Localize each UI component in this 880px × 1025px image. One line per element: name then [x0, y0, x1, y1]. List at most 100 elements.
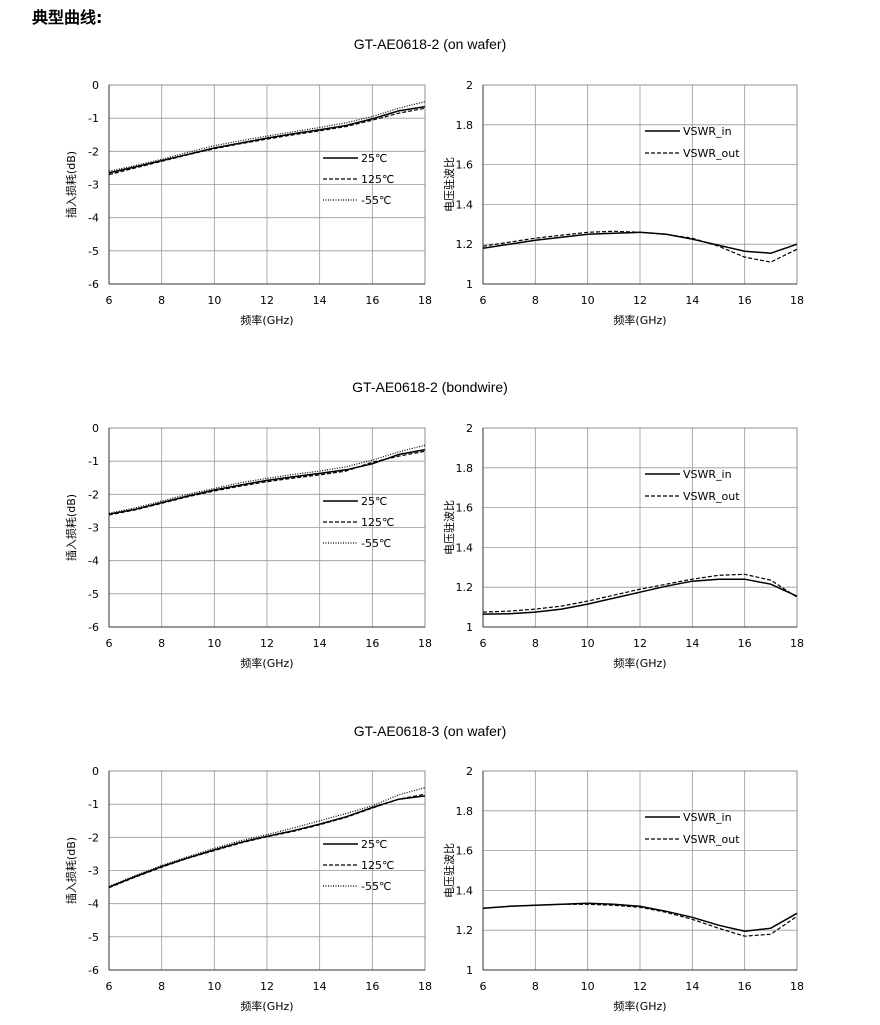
legend-label-2: -55℃ — [361, 537, 391, 550]
x-tick-label: 14 — [313, 294, 327, 307]
chart-2: 6 8 10 12 14 16 18 0 -1 -2 -3 -4 -5 -6 频率(GHz) 插入损耗(dB)… — [64, 422, 432, 670]
y-tick-label: 1.8 — [456, 462, 474, 475]
y-tick-label: -1 — [88, 112, 99, 125]
x-tick-label: 6 — [106, 294, 113, 307]
y-axis-label: 电压驻波比 — [442, 157, 456, 212]
chart-4: 6 8 10 12 14 16 18 0 -1 -2 -3 -4 -5 -6 频率(GHz) 插入损耗(dB)… — [64, 765, 432, 1013]
x-axis-label: 频率(GHz) — [613, 656, 666, 670]
section-title-1: GT-AE0618-2 (on wafer) — [353, 36, 507, 52]
x-tick-label: 16 — [738, 637, 752, 650]
x-tick-label: 10 — [207, 637, 221, 650]
x-tick-label: 16 — [365, 980, 379, 993]
y-tick-label: -5 — [88, 588, 99, 601]
x-axis-label: 频率(GHz) — [240, 313, 293, 327]
y-axis-label: 插入损耗(dB) — [64, 837, 78, 904]
x-tick-label: 16 — [738, 294, 752, 307]
series-line-1 — [482, 230, 798, 263]
x-tick-label: 6 — [480, 294, 487, 307]
x-tick-label: 18 — [418, 637, 432, 650]
legend-label-0: 25℃ — [361, 838, 387, 851]
y-tick-label: -3 — [88, 865, 99, 878]
y-tick-label: 0 — [92, 79, 99, 92]
x-tick-label: 16 — [738, 980, 752, 993]
y-tick-label: 1.6 — [456, 502, 474, 515]
x-tick-label: 12 — [633, 294, 647, 307]
series-line-2 — [108, 787, 426, 887]
chart-1: 6 8 10 12 14 16 18 2 1.8 1.6 1.4 1.2 1 频率(GHz) 电压驻波比 VS… — [442, 79, 804, 327]
y-tick-label: -2 — [88, 145, 99, 158]
legend-label-0: 25℃ — [361, 495, 387, 508]
x-tick-label: 6 — [480, 980, 487, 993]
x-axis-label: 频率(GHz) — [613, 999, 666, 1013]
x-tick-label: 10 — [207, 294, 221, 307]
legend-label-0: VSWR_in — [683, 125, 732, 138]
x-axis-label: 频率(GHz) — [613, 313, 666, 327]
y-tick-label: 1 — [466, 964, 473, 977]
x-tick-label: 18 — [418, 980, 432, 993]
y-tick-label: 2 — [466, 422, 473, 435]
y-tick-label: 1.4 — [456, 541, 474, 554]
y-tick-label: -4 — [88, 898, 99, 911]
x-tick-label: 18 — [790, 980, 804, 993]
x-tick-label: 10 — [207, 980, 221, 993]
y-tick-label: -6 — [88, 964, 99, 977]
y-tick-label: -6 — [88, 278, 99, 291]
x-tick-label: 12 — [260, 294, 274, 307]
x-tick-label: 14 — [685, 980, 699, 993]
y-tick-label: 1.2 — [456, 581, 474, 594]
x-tick-label: 8 — [158, 294, 165, 307]
legend-label-1: VSWR_out — [683, 490, 740, 503]
y-tick-label: -6 — [88, 621, 99, 634]
x-tick-label: 10 — [581, 980, 595, 993]
series-line-0 — [108, 105, 426, 174]
x-tick-label: 16 — [365, 294, 379, 307]
y-tick-label: 1 — [466, 621, 473, 634]
legend-label-1: 125℃ — [361, 516, 394, 529]
x-tick-label: 18 — [790, 294, 804, 307]
legend-label-1: 125℃ — [361, 859, 394, 872]
series-line-0 — [482, 902, 798, 932]
x-tick-label: 8 — [532, 637, 539, 650]
legend-label-1: VSWR_out — [683, 833, 740, 846]
legend-label-2: -55℃ — [361, 194, 391, 207]
legend-label-0: VSWR_in — [683, 811, 732, 824]
y-tick-label: 2 — [466, 765, 473, 778]
legend-label-1: VSWR_out — [683, 147, 740, 160]
x-tick-label: 10 — [581, 294, 595, 307]
y-tick-label: -2 — [88, 488, 99, 501]
series-line-0 — [108, 795, 426, 888]
series-line-0 — [108, 448, 426, 515]
x-tick-label: 8 — [158, 980, 165, 993]
x-tick-label: 12 — [633, 980, 647, 993]
series-line-1 — [108, 107, 426, 176]
x-axis-label: 频率(GHz) — [240, 656, 293, 670]
x-tick-label: 12 — [260, 980, 274, 993]
y-tick-label: 0 — [92, 422, 99, 435]
chart-5: 6 8 10 12 14 16 18 2 1.8 1.6 1.4 1.2 1 频率(GHz) 电压驻波比 VS… — [442, 765, 804, 1013]
legend-label-0: 25℃ — [361, 152, 387, 165]
y-tick-label: 1.4 — [456, 198, 474, 211]
chart-row-2: 6 8 10 12 14 16 180-1-2-3-4-5-6频率(GHz)插入损耗(dB)… — [64, 422, 804, 670]
chart-3: 6 8 10 12 14 16 18 2 1.8 1.6 1.4 1.2 1 频率(GHz) 电压驻波比 VS… — [442, 422, 804, 670]
x-tick-label: 14 — [313, 980, 327, 993]
x-tick-label: 14 — [313, 637, 327, 650]
y-tick-label: -2 — [88, 831, 99, 844]
x-tick-label: 14 — [685, 294, 699, 307]
y-tick-label: 1.8 — [456, 119, 474, 132]
y-tick-label: -1 — [88, 798, 99, 811]
x-tick-label: 14 — [685, 637, 699, 650]
y-axis-label: 电压驻波比 — [442, 843, 456, 898]
y-axis-label: 插入损耗(dB) — [64, 494, 78, 561]
y-tick-label: -4 — [88, 555, 99, 568]
y-tick-label: -3 — [88, 522, 99, 535]
x-tick-label: 12 — [260, 637, 274, 650]
x-tick-label: 18 — [790, 637, 804, 650]
y-axis-label: 插入损耗(dB) — [64, 151, 78, 218]
y-tick-label: -3 — [88, 179, 99, 192]
y-tick-label: 1.2 — [456, 238, 474, 251]
y-tick-label: -1 — [88, 455, 99, 468]
legend-label-2: -55℃ — [361, 880, 391, 893]
y-tick-label: -5 — [88, 931, 99, 944]
x-tick-label: 6 — [480, 637, 487, 650]
x-tick-label: 8 — [158, 637, 165, 650]
